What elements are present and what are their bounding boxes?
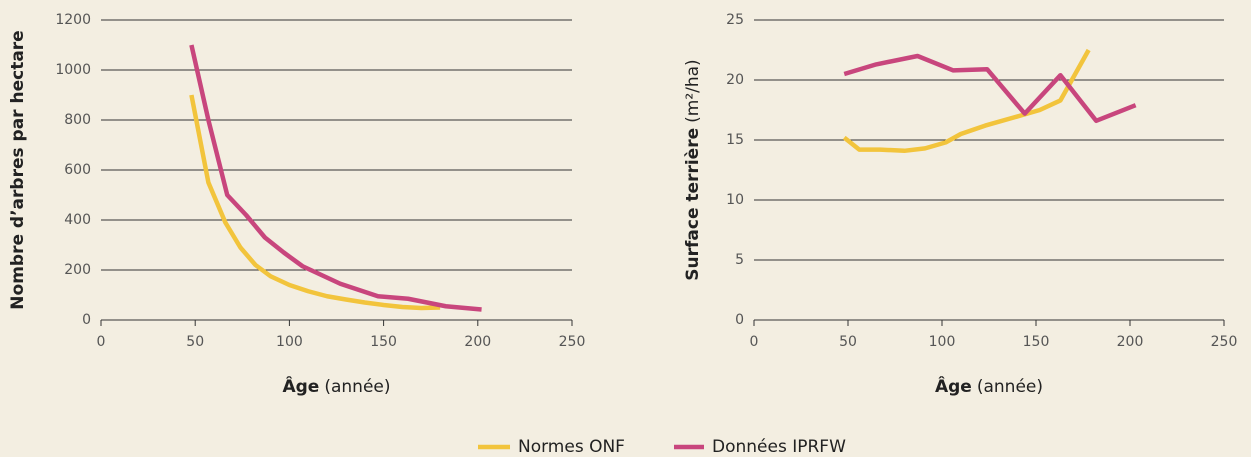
x-tick-label: 0: [97, 334, 106, 350]
legend-label: Données IPRFW: [712, 437, 846, 457]
x-tick-label: 150: [370, 334, 397, 350]
x-tick-label: 100: [276, 334, 303, 350]
data-line: [842, 48, 1091, 154]
y-tick-label: 800: [64, 112, 91, 128]
y-tick-label: 15: [726, 132, 744, 148]
data-line: [189, 94, 441, 311]
y-axis-label-main: Surface terrière: [683, 128, 703, 281]
y-axis-label: Surface terrière (m²/ha): [683, 59, 703, 280]
y-tick-label: 20: [726, 72, 744, 88]
x-tick-label: 250: [1211, 334, 1238, 350]
y-tick-label: 1000: [55, 62, 91, 78]
y-tick-label: 0: [735, 312, 744, 328]
y-axis-label-main: Nombre d’arbres par hectare: [8, 30, 28, 309]
x-tick-label: 200: [464, 334, 491, 350]
x-axis-label-main: Âge: [935, 375, 972, 397]
y-tick-label: 1200: [55, 12, 91, 28]
y-tick-label: 200: [64, 262, 91, 278]
y-tick-label: 0: [82, 312, 91, 328]
x-tick-label: 100: [929, 334, 956, 350]
y-axis-label-unit: (m²/ha): [683, 59, 703, 123]
y-tick-label: 400: [64, 212, 91, 228]
y-axis-label: Nombre d’arbres par hectare: [8, 30, 28, 309]
data-line: [843, 53, 1137, 124]
x-tick-label: 250: [559, 334, 586, 350]
x-axis-label-unit: (année): [977, 377, 1043, 397]
x-tick-label: 50: [186, 334, 204, 350]
x-axis-label: Âge (année): [935, 375, 1043, 397]
x-tick-label: 150: [1023, 334, 1050, 350]
y-tick-label: 10: [726, 192, 744, 208]
data-line: [189, 44, 482, 312]
y-tick-label: 25: [726, 12, 744, 28]
x-axis-label-unit: (année): [324, 377, 390, 397]
x-axis-label: Âge (année): [282, 375, 390, 397]
x-tick-label: 0: [750, 334, 759, 350]
x-axis-label-main: Âge: [282, 375, 319, 397]
legend-label: Normes ONF: [518, 437, 625, 457]
x-tick-label: 50: [839, 334, 857, 350]
x-tick-label: 200: [1117, 334, 1144, 350]
y-tick-label: 5: [735, 252, 744, 268]
y-tick-label: 600: [64, 162, 91, 178]
